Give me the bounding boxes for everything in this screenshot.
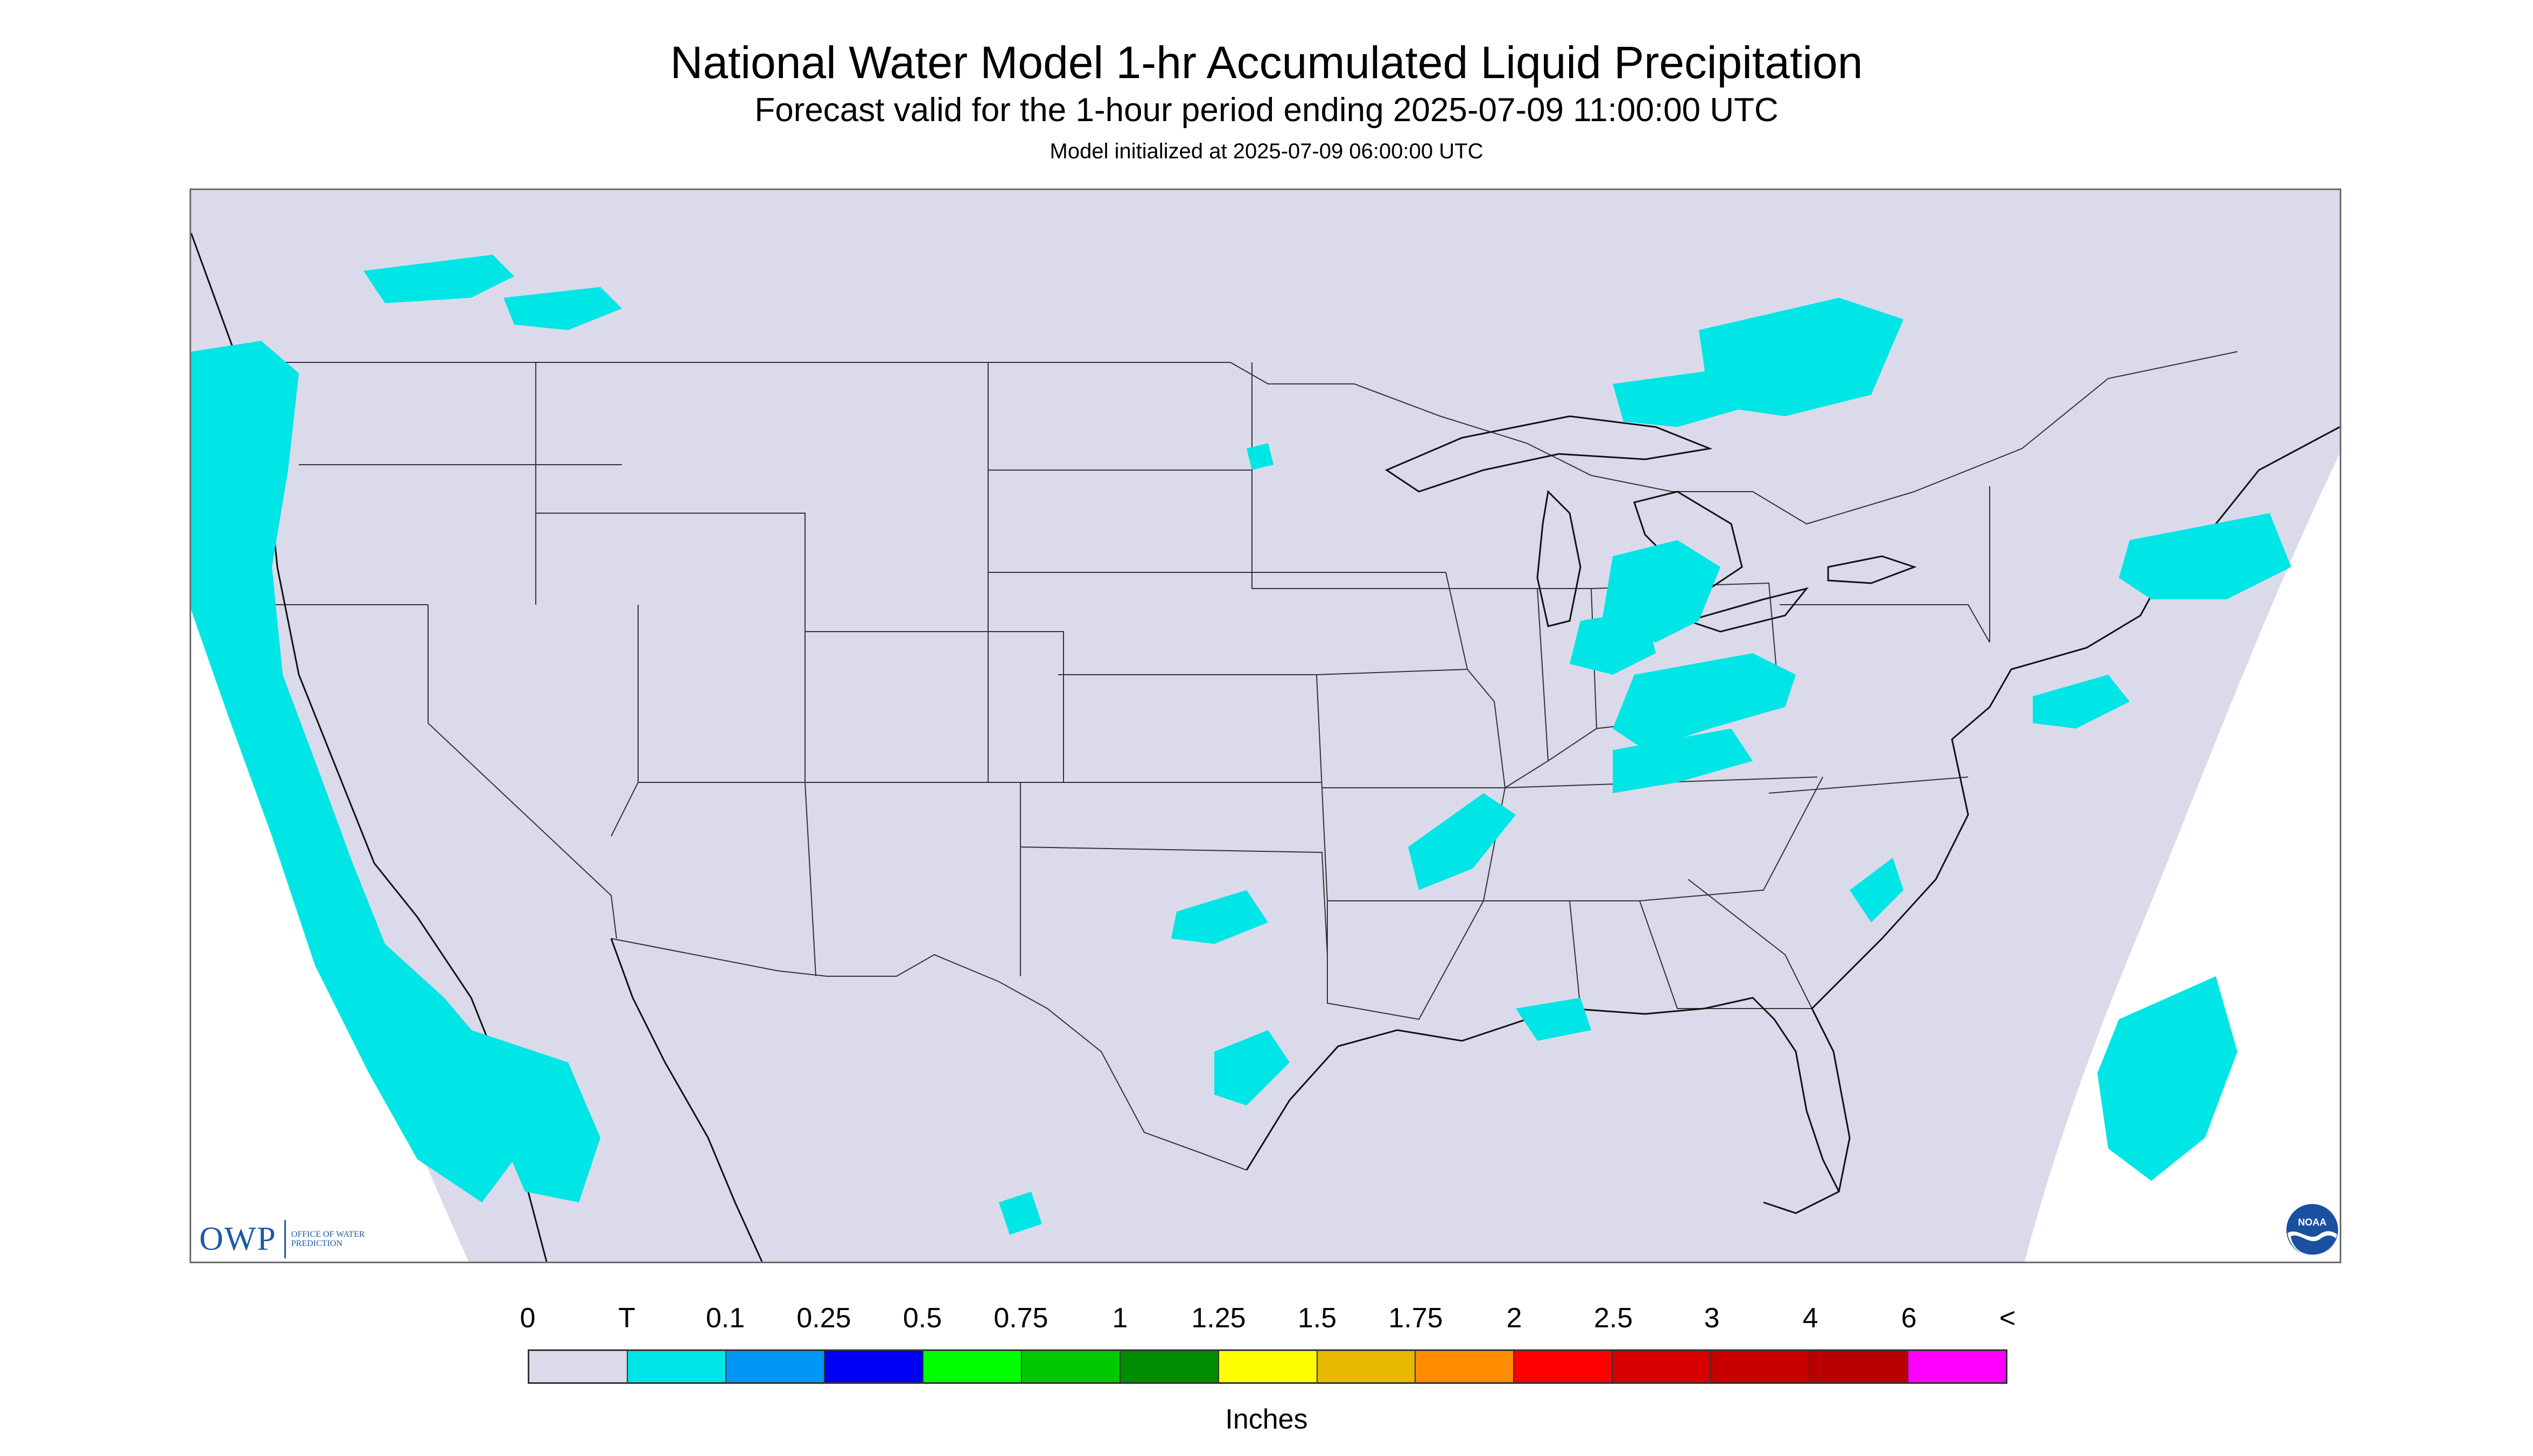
mexico-precip: [999, 1192, 1042, 1235]
gulf-coast: [1245, 997, 1841, 1214]
model-domain: [191, 190, 2340, 1262]
map-canvas: [191, 190, 2340, 1262]
north-dakota-precip: [1247, 443, 1274, 470]
colorbar-swatch: [1416, 1351, 1515, 1382]
carolina-coast-precip: [1850, 858, 1904, 922]
colorbar-label: 3: [1704, 1303, 1720, 1334]
atlantic-offshore-precip: [2097, 976, 2237, 1181]
colorbar-label: <: [1999, 1303, 2016, 1334]
colorbar-units: Inches: [1225, 1404, 1308, 1435]
bc-precip: [503, 287, 622, 330]
colorbar-swatch: [726, 1351, 825, 1382]
colorbar-label: 4: [1802, 1303, 1818, 1334]
ontario-precip: [1613, 368, 1753, 427]
noaa-logo: NOAA: [2286, 1204, 2338, 1256]
state-line-ca-nv: [428, 605, 617, 939]
lake-ontario: [1827, 555, 1917, 584]
colorbar-label: 0.1: [705, 1303, 745, 1334]
colorbar-label: 0.25: [796, 1303, 851, 1334]
state-line-ga-sc: [1688, 879, 1813, 1009]
lake-erie: [1685, 587, 1809, 633]
state-line-ar: [1321, 787, 1506, 901]
colorbar-label: 1.5: [1297, 1303, 1337, 1334]
colorbar-swatch: [923, 1351, 1022, 1382]
alberta-precip: [363, 255, 514, 303]
state-line-az-nm: [804, 782, 816, 977]
colorbar-swatch: [529, 1351, 628, 1382]
owp-logo-text: OFFICE OF WATER PREDICTION: [291, 1230, 365, 1248]
colorbar-swatch: [627, 1351, 726, 1382]
lower-mississippi-precip: [1408, 793, 1516, 890]
texas-coast-precip: [1214, 1030, 1290, 1105]
state-line-al-ga: [1639, 900, 1812, 1009]
colorbar-swatch: [1120, 1351, 1219, 1382]
colorbar-label: 6: [1901, 1303, 1917, 1334]
colorbar-swatch: [1317, 1351, 1416, 1382]
lake-huron: [1633, 491, 1743, 590]
colorbar-label: 2: [1506, 1303, 1522, 1334]
colorbar-label: 0.75: [993, 1303, 1048, 1334]
colorbar-swatch: [1613, 1351, 1712, 1382]
ohio-valley-precip: [1613, 653, 1796, 750]
owp-logo: OWP OFFICE OF WATER PREDICTION: [199, 1220, 372, 1258]
colorbar-swatch: [824, 1351, 923, 1382]
colorbar-label: 0: [520, 1303, 536, 1334]
colorbar-label: 0.5: [902, 1303, 942, 1334]
noaa-logo-text: NOAA: [2298, 1217, 2327, 1228]
state-line-co-nm: [805, 631, 1064, 783]
state-line-ut-co: [611, 632, 806, 837]
southern-plains-precip: [1171, 890, 1268, 944]
state-line-pa-ny: [1780, 604, 1990, 643]
state-line-mt-wy: [536, 513, 806, 632]
state-line-il: [1446, 588, 1549, 788]
colorbar-swatch: [1219, 1351, 1318, 1382]
political-boundaries: [191, 351, 2238, 1171]
colorbar-swatch: [1908, 1351, 2006, 1382]
lower-michigan-precip: [1570, 610, 1656, 675]
state-line-ia: [1257, 572, 1468, 675]
mid-atlantic-precip: [2033, 675, 2130, 729]
us-mexico-border: [611, 938, 1247, 1171]
kentucky-precip: [1613, 729, 1753, 793]
colorbar-swatch: [1810, 1351, 1909, 1382]
colorbar-labels: 0 T 0.1 0.25 0.5 0.75 1 1.25 1.5 1.75 2 …: [0, 1302, 2533, 1340]
state-line-ok-tx: [1020, 782, 1328, 955]
model-init-time: Model initialized at 2025-07-09 06:00:00…: [1049, 139, 1484, 163]
precipitation-traces: [191, 255, 2291, 1235]
colorbar-label: 1: [1112, 1303, 1128, 1334]
colorbar-swatch: [1514, 1351, 1613, 1382]
state-line-la: [1327, 900, 1484, 1020]
quebec-precip: [1699, 298, 1904, 416]
precipitation-map: [190, 188, 2341, 1263]
colorbar-label: 1.25: [1191, 1303, 1246, 1334]
colorbar-label: 1.75: [1388, 1303, 1443, 1334]
colorbar-swatch: [1711, 1351, 1810, 1382]
owp-logo-mark: OWP: [199, 1220, 286, 1258]
canada-us-border: [191, 351, 2238, 525]
lake-michigan: [1536, 489, 1582, 627]
colorbar-swatch: [1021, 1351, 1121, 1382]
new-england-precip: [2119, 513, 2291, 599]
map-subtitle: Forecast valid for the 1-hour period end…: [754, 92, 1779, 129]
gulf-precip: [1516, 998, 1591, 1041]
map-title: National Water Model 1-hr Accumulated Li…: [670, 37, 1863, 88]
baja-coast: [610, 938, 763, 1262]
state-line-va-nc: [1768, 776, 1969, 794]
state-line-ms-al: [1569, 900, 1581, 1009]
baja-precip: [471, 1030, 600, 1202]
pacific-northwest-precip: [191, 341, 514, 1202]
colorbar-label: T: [618, 1303, 635, 1334]
lake-superior: [1384, 415, 1713, 493]
precipitation-colorbar: [528, 1349, 2007, 1384]
colorbar-label: 2.5: [1593, 1303, 1633, 1334]
state-line-mn: [1251, 362, 1446, 589]
